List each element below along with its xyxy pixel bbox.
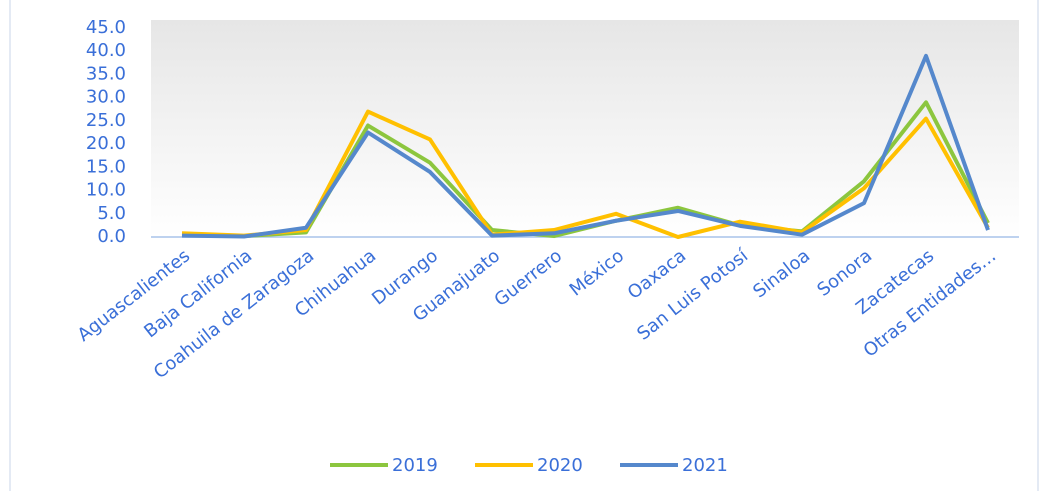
y-tick-label: 40.0 (86, 40, 126, 61)
y-tick-label: 30.0 (86, 87, 126, 108)
y-tick-label: 35.0 (86, 63, 126, 84)
y-tick-label: 0.0 (97, 226, 126, 247)
y-tick-label: 20.0 (86, 133, 126, 154)
y-tick-label: 5.0 (97, 203, 126, 224)
legend-label: 2021 (682, 455, 728, 476)
legend-label: 2019 (392, 455, 438, 476)
y-tick-label: 15.0 (86, 156, 126, 177)
y-tick-label: 10.0 (86, 180, 126, 201)
y-tick-label: 45.0 (86, 17, 126, 38)
legend-label: 2020 (537, 455, 583, 476)
plot-area (151, 20, 1019, 237)
y-tick-label: 25.0 (86, 110, 126, 131)
series-line (181, 53, 990, 239)
